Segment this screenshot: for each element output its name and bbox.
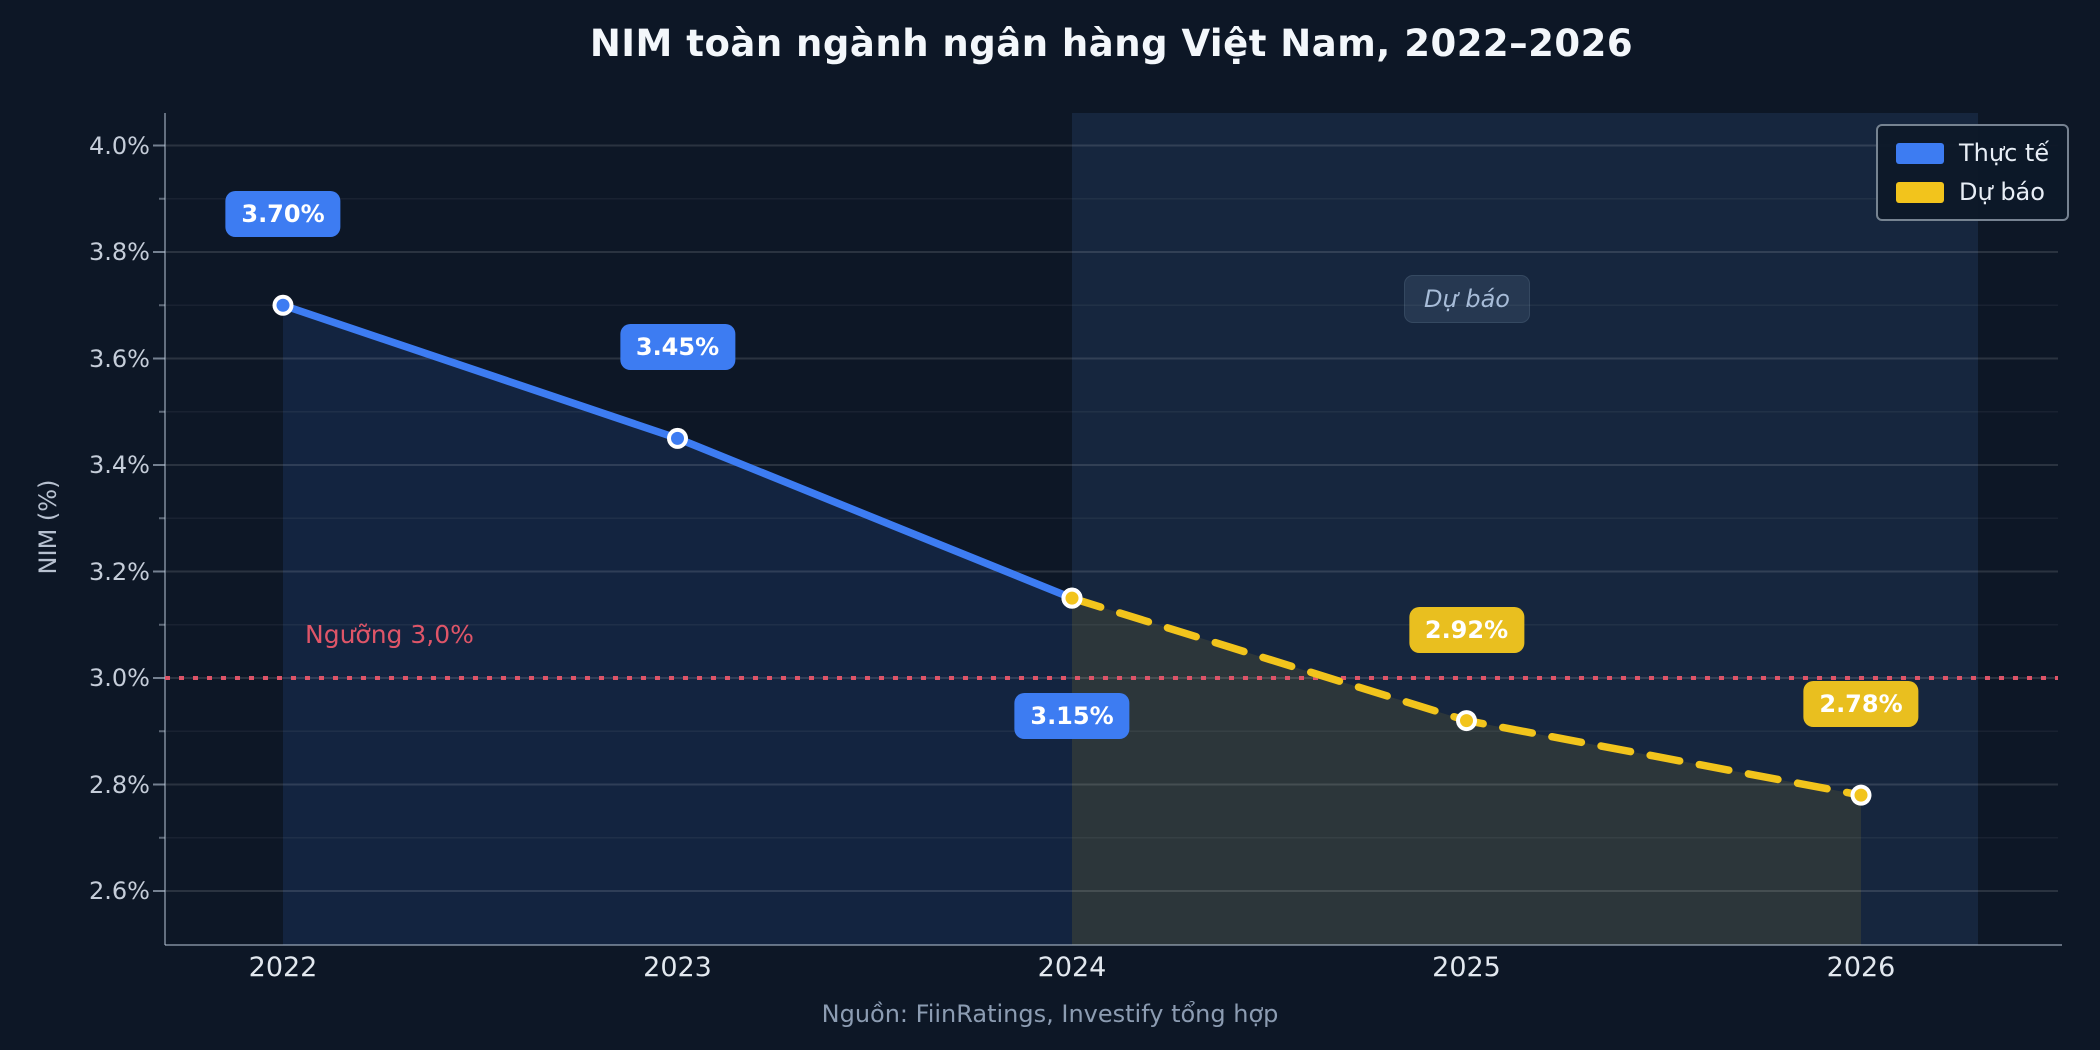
x-tick-label: 2025 bbox=[1432, 952, 1501, 983]
value-badge: 3.15% bbox=[1014, 693, 1130, 740]
y-tick-label: 2.6% bbox=[89, 877, 150, 905]
value-badge: 3.70% bbox=[225, 191, 341, 238]
marker-core bbox=[276, 298, 290, 312]
legend-swatch-actual-icon bbox=[1896, 142, 1944, 164]
legend-label-forecast: Dự báo bbox=[1959, 178, 2045, 206]
y-tick-label: 3.2% bbox=[89, 557, 150, 586]
area-forecast bbox=[1072, 598, 1861, 945]
x-tick-label: 2024 bbox=[1037, 952, 1107, 983]
x-tick-label: 2023 bbox=[643, 952, 712, 983]
x-tick-label: 2022 bbox=[248, 952, 318, 983]
marker-core bbox=[1460, 714, 1473, 728]
value-badge: 2.92% bbox=[1408, 606, 1525, 653]
chart-title: NIM toàn ngành ngân hàng Việt Nam, 2022–… bbox=[589, 22, 1634, 65]
marker-core bbox=[1065, 591, 1079, 605]
legend-swatch-forecast-icon bbox=[1896, 181, 1944, 203]
source-caption: Nguồn: FiinRatings, Investify tổng hợp bbox=[821, 1000, 1279, 1028]
x-tick-label: 2026 bbox=[1826, 952, 1896, 983]
marker-core bbox=[671, 431, 684, 445]
value-badge: 3.45% bbox=[619, 324, 736, 371]
legend-item-actual: Thực tế bbox=[1896, 139, 2049, 167]
y-tick-label: 3.6% bbox=[89, 344, 150, 373]
value-badge: 2.78% bbox=[1803, 681, 1919, 728]
forecast-band bbox=[1072, 113, 1978, 945]
legend-label-actual: Thực tế bbox=[1959, 139, 2050, 167]
y-tick-label: 2.8% bbox=[89, 770, 150, 799]
y-tick-label: 4.0% bbox=[89, 131, 150, 160]
marker-core bbox=[1854, 788, 1868, 802]
y-axis-title: NIM (%) bbox=[34, 479, 62, 575]
legend: Thực tế Dự báo bbox=[1876, 124, 2070, 221]
y-tick-label: 3.8% bbox=[89, 238, 150, 266]
legend-item-forecast: Dự báo bbox=[1896, 178, 2049, 206]
y-tick-label: 3.4% bbox=[89, 451, 150, 479]
area-actual bbox=[283, 305, 1072, 945]
forecast-region-label: Dự báo bbox=[1404, 275, 1530, 323]
threshold-label: Ngưỡng 3,0% bbox=[305, 620, 474, 649]
y-tick-label: 3.0% bbox=[89, 664, 150, 692]
